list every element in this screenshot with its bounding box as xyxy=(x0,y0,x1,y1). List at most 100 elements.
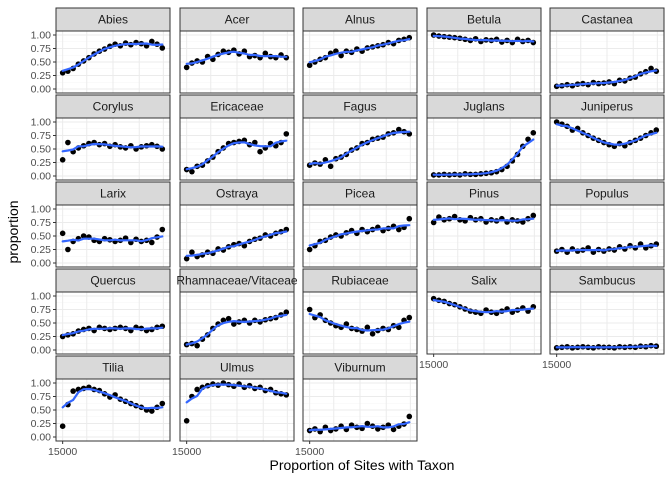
y-tick-label: 0.50 xyxy=(31,318,52,330)
facet-salix: Salix 15000 xyxy=(419,268,542,371)
data-point xyxy=(306,62,313,69)
y-tick-label: 0.25 xyxy=(31,244,52,256)
facet-sambucus: Sambucus 15000 xyxy=(542,268,665,371)
data-point xyxy=(648,65,654,72)
facet-rubiaceae: Rubiaceae xyxy=(302,268,418,355)
smooth-line xyxy=(432,34,535,43)
smooth-line xyxy=(308,38,411,64)
facet-border-sambucus xyxy=(549,291,665,355)
x-tick-label: 15000 xyxy=(542,359,571,371)
x-tick-label: 15000 xyxy=(295,446,324,458)
data-point xyxy=(396,126,402,133)
facet-ulmus: Ulmus 15000 xyxy=(172,355,295,458)
smooth-line xyxy=(185,383,288,404)
y-axis-title: proportion xyxy=(5,200,21,263)
smooth-line xyxy=(432,217,535,222)
data-point xyxy=(343,321,350,327)
y-tick-label: 0.25 xyxy=(31,418,52,430)
y-tick-label: 0.00 xyxy=(31,432,52,444)
facet-title-picea: Picea xyxy=(345,187,375,201)
facet-border-juniperus xyxy=(549,117,665,181)
smooth-line xyxy=(308,224,411,247)
data-point xyxy=(390,426,397,433)
facet-castanea: Castanea xyxy=(549,7,665,94)
data-point xyxy=(231,321,237,327)
facet-viburnum: Viburnum 15000 xyxy=(295,355,418,458)
smooth-line xyxy=(308,130,411,166)
facet-pinus: Pinus xyxy=(426,181,542,268)
facet-title-quercus: Quercus xyxy=(90,274,135,288)
data-point xyxy=(369,331,376,337)
facet-title-viburnum: Viburnum xyxy=(334,361,385,375)
y-tick-label: 0.00 xyxy=(31,345,52,357)
data-point xyxy=(189,168,195,175)
y-tick-label: 0.50 xyxy=(31,144,52,156)
facet-border-ulmus xyxy=(179,378,295,442)
facet-border-populus xyxy=(549,204,665,268)
facet-title-castanea: Castanea xyxy=(581,13,633,27)
data-point xyxy=(189,249,195,255)
y-tick-label: 1.00 xyxy=(31,291,52,303)
data-point xyxy=(396,226,402,233)
data-point xyxy=(327,163,334,170)
facet-border-castanea xyxy=(549,30,665,94)
y-tick-label: 0.50 xyxy=(31,57,52,69)
data-point xyxy=(283,131,290,137)
facet-alnus: Alnus xyxy=(302,7,418,94)
data-point xyxy=(59,230,66,237)
x-axis-title: Proportion of Sites with Taxon xyxy=(270,457,455,473)
facet-title-juglans: Juglans xyxy=(463,100,504,114)
smooth-line xyxy=(555,244,658,252)
data-point xyxy=(59,423,66,430)
data-point xyxy=(406,215,413,222)
facet-border-betula xyxy=(426,30,542,94)
facet-rhamnaceae-vitaceae: Rhamnaceae/Vitaceae xyxy=(176,268,298,355)
smooth-line xyxy=(432,299,535,314)
data-point xyxy=(406,314,413,321)
y-tick-label: 0.75 xyxy=(31,130,52,142)
smooth-line xyxy=(61,235,164,243)
smooth-line xyxy=(555,345,658,349)
data-point xyxy=(159,226,166,233)
facet-title-fagus: Fagus xyxy=(343,100,376,114)
data-point xyxy=(257,148,263,155)
facet-tilia: Tilia 0.00 0.250.50 0.751.00 15000 xyxy=(31,355,171,458)
facet-acer: Acer xyxy=(179,7,295,94)
facet-ericaceae: Ericaceae xyxy=(179,94,295,181)
data-point xyxy=(306,246,313,253)
smooth-line xyxy=(61,326,164,337)
facet-betula: Betula xyxy=(426,7,542,94)
y-tick-label: 0.50 xyxy=(31,405,52,417)
x-tick-label: 15000 xyxy=(48,446,77,458)
facet-title-ulmus: Ulmus xyxy=(220,361,254,375)
facet-border-picea xyxy=(302,204,418,268)
smooth-line xyxy=(555,69,658,87)
facet-border-salix xyxy=(426,291,542,355)
data-point xyxy=(530,212,537,219)
facet-border-ericaceae xyxy=(179,117,295,181)
facet-quercus: Quercus 0.00 0.250.50 0.751.00 xyxy=(31,268,171,357)
data-point xyxy=(80,233,87,239)
facet-title-ericaceae: Ericaceae xyxy=(210,100,264,114)
smooth-line xyxy=(185,313,288,346)
data-point xyxy=(364,324,371,331)
facet-title-abies: Abies xyxy=(98,13,128,27)
smooth-line xyxy=(308,312,411,332)
facet-populus: Populus xyxy=(549,181,665,268)
data-point xyxy=(59,157,66,163)
facet-border-fagus xyxy=(302,117,418,181)
data-point xyxy=(525,136,531,143)
data-point xyxy=(70,388,76,394)
facet-title-acer: Acer xyxy=(225,13,250,27)
y-tick-label: 0.25 xyxy=(31,70,52,82)
y-tick-label: 1.00 xyxy=(31,204,52,216)
facet-title-populus: Populus xyxy=(585,187,628,201)
data-point xyxy=(364,420,371,427)
y-tick-label: 0.00 xyxy=(31,84,52,96)
facet-title-rubiaceae: Rubiaceae xyxy=(331,274,389,288)
data-point xyxy=(65,246,71,253)
facet-title-salix: Salix xyxy=(471,274,497,288)
facet-border-rhamnaceae-vitaceae xyxy=(179,291,295,355)
